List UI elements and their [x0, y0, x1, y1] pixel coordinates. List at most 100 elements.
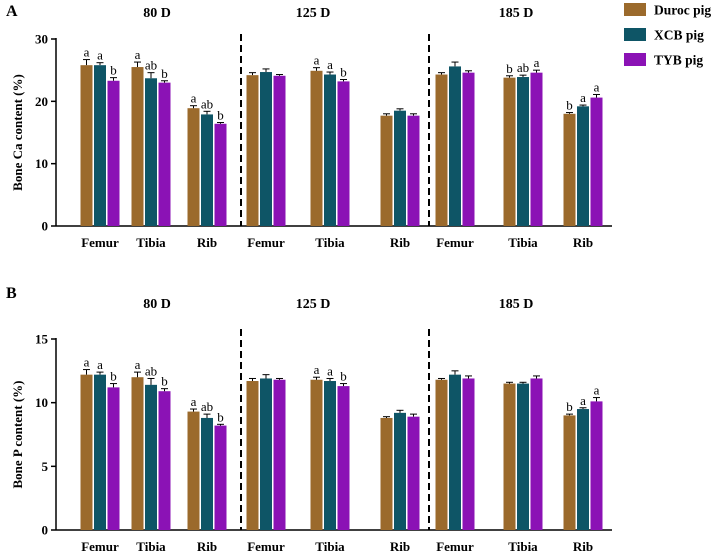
bar	[530, 378, 543, 530]
y-tick-label: 20	[35, 94, 48, 109]
bar	[94, 65, 106, 227]
significance-letter: a	[314, 362, 320, 377]
bar	[324, 74, 336, 226]
bar	[462, 378, 475, 530]
group-title: 185 D	[499, 297, 534, 312]
bar	[435, 74, 448, 226]
x-tick-label: Rib	[573, 539, 593, 554]
significance-letter: b	[161, 374, 168, 389]
bar	[435, 379, 448, 530]
bar	[577, 409, 589, 530]
x-tick-label: Tibia	[136, 539, 166, 554]
significance-letter: b	[340, 65, 347, 80]
significance-letter: b	[217, 409, 224, 424]
bar	[337, 386, 350, 530]
significance-letter: ab	[201, 399, 213, 414]
legend-swatch	[624, 53, 646, 66]
bar	[380, 417, 393, 530]
significance-letter: b	[161, 66, 168, 81]
x-tick-label: Rib	[197, 539, 217, 554]
legend-swatch	[624, 3, 646, 16]
significance-letter: b	[566, 399, 573, 414]
bar	[449, 374, 461, 530]
bar	[80, 65, 93, 227]
bar	[380, 115, 393, 226]
x-tick-label: Rib	[197, 235, 217, 250]
legend-swatch	[624, 28, 646, 41]
significance-letter: ab	[517, 60, 529, 75]
y-axis-label: Bone Ca content (%)	[10, 74, 25, 191]
bar	[394, 412, 406, 530]
bar	[246, 381, 259, 530]
y-tick-label: 10	[35, 395, 48, 410]
legend-label: TYB pig	[654, 53, 703, 68]
bar	[563, 415, 576, 530]
group-title: 185 D	[499, 6, 534, 21]
significance-letter: a	[84, 355, 90, 370]
x-tick-label: Tibia	[315, 539, 345, 554]
y-tick-label: 0	[42, 523, 49, 538]
bar	[530, 72, 543, 226]
x-tick-label: Femur	[436, 539, 474, 554]
bar	[94, 374, 106, 530]
significance-letter: b	[566, 98, 573, 113]
x-tick-label: Femur	[247, 539, 285, 554]
y-tick-label: 5	[42, 459, 49, 474]
group-title: 80 D	[143, 297, 171, 312]
significance-letter: a	[314, 53, 320, 68]
significance-letter: a	[580, 90, 586, 105]
y-tick-label: 30	[35, 32, 48, 47]
bar	[394, 110, 406, 226]
significance-letter: a	[191, 91, 197, 106]
y-tick-label: 10	[35, 156, 48, 171]
y-tick-label: 15	[35, 332, 49, 347]
bar	[260, 72, 272, 226]
y-axis-label: Bone P content (%)	[10, 381, 25, 489]
bar	[187, 108, 200, 226]
bar	[107, 80, 120, 226]
bar	[107, 387, 120, 530]
bar	[246, 75, 259, 226]
bar	[407, 115, 420, 226]
significance-letter: b	[110, 63, 117, 78]
x-tick-label: Rib	[390, 235, 410, 250]
bar	[158, 82, 171, 226]
bar	[145, 78, 157, 227]
significance-letter: a	[594, 79, 600, 94]
significance-letter: a	[84, 45, 90, 60]
significance-letter: a	[97, 48, 103, 63]
x-tick-label: Tibia	[315, 235, 345, 250]
bar	[563, 113, 576, 226]
significance-letter: ab	[145, 58, 157, 73]
x-tick-label: Femur	[81, 539, 119, 554]
x-tick-label: Tibia	[136, 235, 166, 250]
x-tick-label: Femur	[436, 235, 474, 250]
bar	[158, 391, 171, 530]
x-tick-label: Rib	[573, 235, 593, 250]
significance-letter: a	[534, 55, 540, 70]
significance-letter: a	[135, 357, 141, 372]
significance-letter: a	[135, 47, 141, 62]
x-tick-label: Tibia	[508, 235, 538, 250]
x-tick-label: Femur	[81, 235, 119, 250]
group-title: 125 D	[296, 297, 331, 312]
significance-letter: a	[327, 363, 333, 378]
bar	[503, 77, 516, 226]
bar	[131, 377, 144, 530]
significance-letter: a	[191, 394, 197, 409]
bar	[145, 384, 157, 530]
bar	[517, 77, 529, 226]
legend: Duroc pig XCB pig TYB pig	[624, 3, 711, 68]
legend-label: Duroc pig	[654, 3, 711, 18]
bar	[80, 374, 93, 530]
y-tick-label: 0	[42, 219, 49, 234]
bar	[449, 66, 461, 226]
bar	[260, 378, 272, 530]
bar	[407, 416, 420, 530]
bar	[590, 401, 603, 530]
significance-letter: a	[97, 357, 103, 372]
bar	[337, 81, 350, 227]
